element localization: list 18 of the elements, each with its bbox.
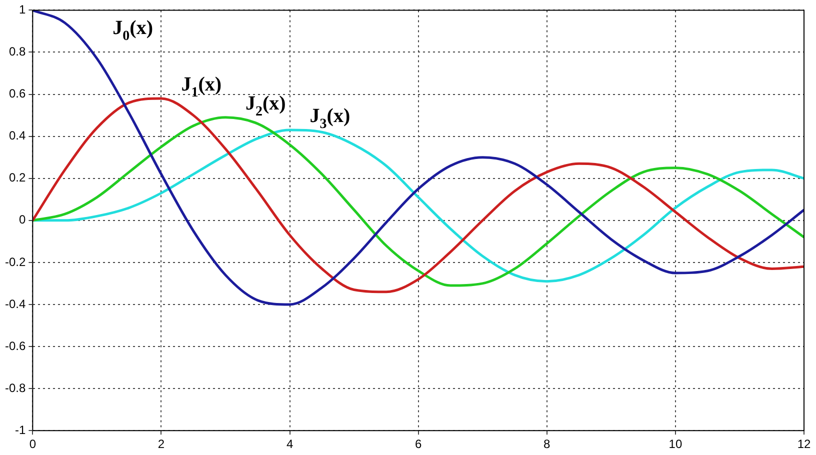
y-tick-label: 0: [18, 212, 26, 227]
y-tick-label: -0.6: [4, 338, 26, 353]
x-tick-label: 8: [544, 437, 551, 452]
x-tick-label: 4: [286, 437, 294, 452]
x-tick-label: 2: [158, 437, 165, 452]
y-tick-label: -1: [15, 422, 26, 437]
y-tick-label: 0.8: [8, 44, 26, 59]
y-tick-label: 1: [18, 2, 26, 17]
y-tick-label: -0.8: [4, 380, 26, 395]
y-tick-label: 0.4: [8, 128, 26, 143]
y-tick-label: -0.2: [4, 254, 26, 269]
x-tick-label: 0: [29, 437, 36, 452]
y-tick-label: 0.2: [8, 170, 26, 185]
x-tick-label: 6: [414, 437, 422, 452]
x-tick-label: 10: [668, 437, 682, 452]
y-tick-label: 0.6: [8, 86, 26, 101]
x-tick-label: 12: [797, 437, 811, 452]
y-tick-label: -0.4: [4, 296, 26, 311]
